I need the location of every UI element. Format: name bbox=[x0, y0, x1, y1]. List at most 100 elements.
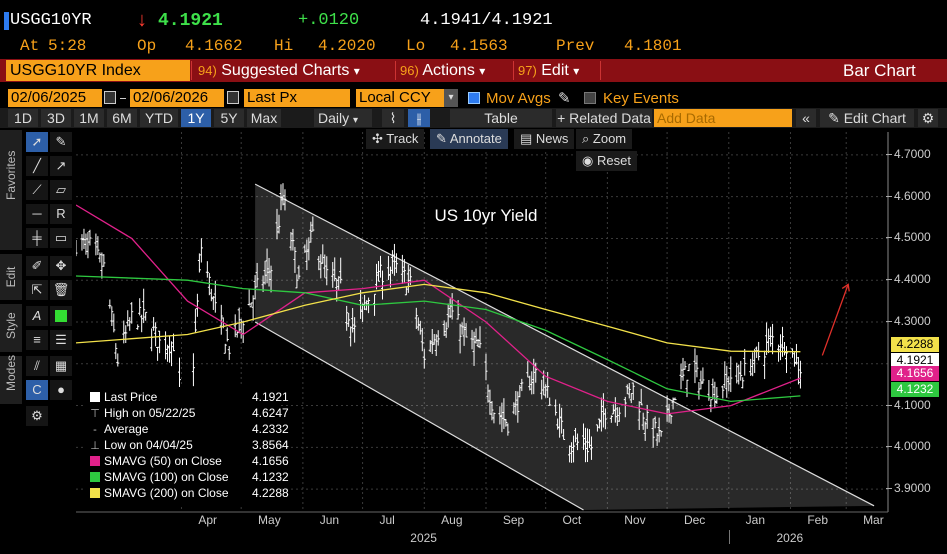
arrow-shaft bbox=[821, 284, 849, 356]
pencil-icon[interactable]: ✎ bbox=[558, 90, 571, 107]
moving-average-lines bbox=[76, 204, 801, 415]
legend-row: - Average bbox=[90, 422, 148, 437]
currency-dropdown-button[interactable]: ▾ bbox=[444, 89, 458, 107]
settings-gear-icon[interactable]: ⚙ bbox=[26, 406, 48, 426]
track-button[interactable]: ✣ Track bbox=[366, 129, 425, 149]
line-style-icon[interactable]: ≡ bbox=[26, 330, 48, 350]
y-tick-label: 4.6000 bbox=[886, 188, 931, 203]
price-field-select[interactable]: Last Px bbox=[244, 89, 350, 107]
end-date-field[interactable]: 02/06/2026 bbox=[130, 89, 224, 107]
sma50-line bbox=[76, 204, 801, 415]
x-tick-label: Oct bbox=[562, 513, 582, 527]
bar-chart-icon[interactable]: ⫲ bbox=[408, 109, 430, 127]
x-tick-label: Jan bbox=[745, 513, 765, 527]
period-1d-button[interactable]: 1D bbox=[8, 109, 38, 127]
period-ytd-button[interactable]: YTD bbox=[140, 109, 178, 127]
sma100-line bbox=[76, 275, 801, 403]
key-events-checkbox[interactable] bbox=[584, 92, 596, 104]
period-max-button[interactable]: Max bbox=[247, 109, 281, 127]
related-data-button[interactable]: + Related Data bbox=[556, 109, 652, 127]
color-mode-icon[interactable]: ● bbox=[50, 380, 72, 400]
calendar-icon[interactable] bbox=[227, 91, 239, 104]
menu-number: 97) bbox=[518, 63, 537, 78]
select-arrow-icon[interactable]: ⇱ bbox=[26, 280, 48, 300]
channel-fill bbox=[255, 184, 875, 510]
channel-icon[interactable]: ▱ bbox=[50, 180, 72, 200]
reset-label: Reset bbox=[596, 153, 631, 168]
frequency-select[interactable]: Daily ▾ bbox=[314, 109, 372, 127]
magnifier-icon: ⌕ bbox=[582, 131, 590, 146]
line-chart-icon[interactable]: ⌇ bbox=[382, 109, 404, 127]
edit-menu[interactable]: 97) Edit ▾ bbox=[514, 59, 598, 82]
line-width-icon[interactable]: ☰ bbox=[50, 330, 72, 350]
hatch-fill-icon[interactable]: ▦ bbox=[50, 356, 72, 376]
suggested-charts-menu[interactable]: 94) Suggested Charts ▾ bbox=[194, 59, 394, 82]
chart-type-label[interactable]: Bar Chart bbox=[843, 61, 916, 80]
segment-icon[interactable]: ⟋ bbox=[26, 180, 48, 200]
legend-label: SMAVG (200) on Close bbox=[104, 486, 229, 500]
hatch-icon[interactable]: ⫽ bbox=[26, 356, 48, 376]
settings-gear-icon[interactable]: ⚙ bbox=[918, 109, 938, 127]
quote-time: 5:28 bbox=[48, 37, 87, 55]
favorites-tab[interactable]: Favorites bbox=[0, 130, 22, 250]
crosshair-mode-icon[interactable]: C bbox=[26, 380, 48, 400]
caret-down-icon: ▾ bbox=[479, 64, 486, 78]
period-1y-button[interactable]: 1Y bbox=[181, 109, 211, 127]
trendline-icon[interactable]: ╱ bbox=[26, 156, 48, 176]
edit-tab[interactable]: Edit bbox=[0, 254, 22, 300]
x-year-label: 2025 bbox=[410, 531, 437, 545]
period-6m-button[interactable]: 6M bbox=[107, 109, 137, 127]
price-field-value: Last Px bbox=[247, 89, 298, 106]
color-swatch-icon[interactable] bbox=[50, 306, 72, 326]
track-label: Track bbox=[386, 131, 419, 146]
legend-marker bbox=[90, 392, 100, 402]
mov-avgs-checkbox[interactable] bbox=[468, 92, 480, 104]
vertical-line-icon[interactable]: ╪ bbox=[26, 228, 48, 248]
style-tab[interactable]: Style bbox=[0, 304, 22, 352]
menu-label: Edit bbox=[541, 62, 569, 79]
pencil-icon[interactable]: ✎ bbox=[50, 132, 72, 152]
horizontal-line-icon[interactable]: ─ bbox=[26, 204, 48, 224]
collapse-icon[interactable]: « bbox=[796, 109, 816, 127]
retracement-icon[interactable]: R bbox=[50, 204, 72, 224]
rectangle-icon[interactable]: ▭ bbox=[50, 228, 72, 248]
reset-button[interactable]: ◉ Reset bbox=[576, 151, 637, 171]
sma50-price-tag: 4.1656 bbox=[891, 366, 939, 381]
crosshair-icon: ✣ bbox=[372, 131, 383, 146]
legend-value: 4.1921 bbox=[252, 390, 289, 404]
period-1m-button[interactable]: 1M bbox=[74, 109, 104, 127]
ticker-marker bbox=[4, 12, 9, 30]
legend-row: ⊥ Low on 04/04/25 bbox=[90, 438, 193, 453]
period-3d-button[interactable]: 3D bbox=[41, 109, 71, 127]
y-tick-label: 4.0000 bbox=[886, 439, 931, 454]
key-events-label: Key Events bbox=[603, 90, 679, 107]
legend-row: ⊤ High on 05/22/25 bbox=[90, 406, 195, 421]
chart-legend: Last Price 4.1921 ⊤ High on 05/22/25 4.6247 -… bbox=[84, 387, 289, 505]
add-data-input[interactable]: Add Data bbox=[654, 109, 792, 127]
x-tick-label: Apr bbox=[198, 513, 218, 527]
x-tick-label: Feb bbox=[807, 513, 829, 527]
modes-tab[interactable]: Modes bbox=[0, 355, 22, 404]
edit-label: Edit bbox=[4, 266, 18, 288]
ray-icon[interactable]: ↗ bbox=[50, 156, 72, 176]
annotate-button[interactable]: ✎ Annotate bbox=[430, 129, 508, 149]
x-tick-label: Nov bbox=[624, 513, 646, 527]
channel-upper-line bbox=[254, 183, 875, 507]
currency-select[interactable]: Local CCY bbox=[356, 89, 444, 107]
table-button[interactable]: Table bbox=[450, 109, 552, 127]
calendar-icon[interactable] bbox=[104, 91, 116, 104]
actions-menu[interactable]: 96) Actions ▾ bbox=[396, 59, 512, 82]
text-style-icon[interactable]: A bbox=[26, 306, 48, 326]
period-5y-button[interactable]: 5Y bbox=[214, 109, 244, 127]
legend-marker bbox=[90, 472, 100, 482]
news-button[interactable]: ▤ News bbox=[514, 129, 575, 149]
brush-icon[interactable]: ✐ bbox=[26, 256, 48, 276]
zoom-button[interactable]: ⌕ Zoom bbox=[576, 129, 633, 149]
security-field[interactable]: USGG10YR Index bbox=[6, 60, 190, 81]
prev-value: 4.1801 bbox=[624, 37, 682, 55]
start-date-field[interactable]: 02/06/2025 bbox=[8, 89, 102, 107]
cursor-icon[interactable]: ➚ bbox=[26, 132, 48, 152]
edit-chart-button[interactable]: ✎ Edit Chart bbox=[820, 109, 914, 127]
trash-icon[interactable]: 🗑 bbox=[50, 280, 72, 300]
move-icon[interactable]: ✥ bbox=[50, 256, 72, 276]
